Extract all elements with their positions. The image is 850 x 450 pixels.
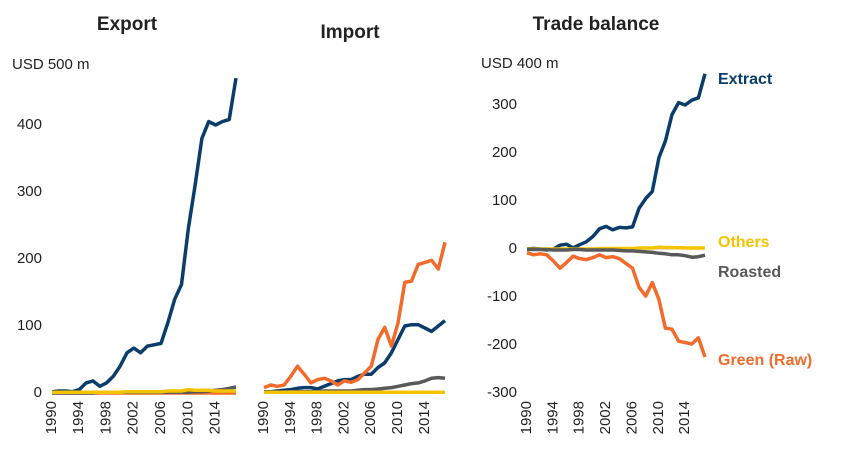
x-tick-label: 2006 xyxy=(623,401,640,434)
x-tick-label: 2002 xyxy=(597,401,614,434)
series-line xyxy=(526,251,707,358)
x-tick-label: 1994 xyxy=(70,401,87,434)
y-tick-label: -200 xyxy=(487,336,517,353)
x-tick-label: 1998 xyxy=(97,401,114,434)
x-tick-label: 1990 xyxy=(255,401,272,434)
y-tick-label: 300 xyxy=(17,183,42,200)
y-unit-label: USD 500 m xyxy=(12,56,90,73)
y-tick-label: 0 xyxy=(34,384,42,401)
y-tick-label: 400 xyxy=(17,116,42,133)
x-tick-label: 2002 xyxy=(125,401,142,434)
series-label: Green (Raw) xyxy=(718,352,812,369)
x-tick-label: 2010 xyxy=(650,401,667,434)
y-tick-label: -300 xyxy=(487,384,517,401)
y-tick-label: 0 xyxy=(509,240,517,257)
series-line xyxy=(51,77,238,394)
x-tick-label: 1990 xyxy=(518,401,535,434)
x-tick-label: 1998 xyxy=(571,401,588,434)
chart-title: Trade balance xyxy=(533,14,660,35)
x-tick-label: 2010 xyxy=(179,401,196,434)
series-label: Others xyxy=(718,234,770,251)
x-tick-label: 2006 xyxy=(152,401,169,434)
y-tick-label: 300 xyxy=(492,96,517,113)
series-line xyxy=(263,241,447,390)
x-tick-label: 2002 xyxy=(335,401,352,434)
series-line xyxy=(264,319,447,394)
series-label: Roasted xyxy=(718,264,781,281)
x-tick-label: 1994 xyxy=(544,401,561,434)
chart-title: Export xyxy=(97,14,158,35)
x-tick-label: 2010 xyxy=(389,401,406,434)
y-tick-label: 200 xyxy=(17,250,42,267)
x-tick-label: 1998 xyxy=(309,401,326,434)
series-line xyxy=(52,387,236,395)
x-tick-label: 2014 xyxy=(416,401,433,434)
series-line xyxy=(527,247,706,259)
series-label: Extract xyxy=(718,71,773,88)
y-tick-label: 200 xyxy=(492,144,517,161)
y-tick-label: 100 xyxy=(17,317,42,334)
y-unit-label: USD 400 m xyxy=(481,55,559,72)
x-tick-label: 1990 xyxy=(43,401,60,434)
series-line xyxy=(526,73,707,252)
x-tick-label: 1994 xyxy=(282,401,299,434)
x-tick-label: 2014 xyxy=(207,401,224,434)
chart-title: Import xyxy=(320,22,380,43)
x-tick-label: 2006 xyxy=(362,401,379,434)
y-tick-label: -100 xyxy=(487,288,517,305)
y-tick-label: 100 xyxy=(492,192,517,209)
x-tick-label: 2014 xyxy=(676,401,693,434)
